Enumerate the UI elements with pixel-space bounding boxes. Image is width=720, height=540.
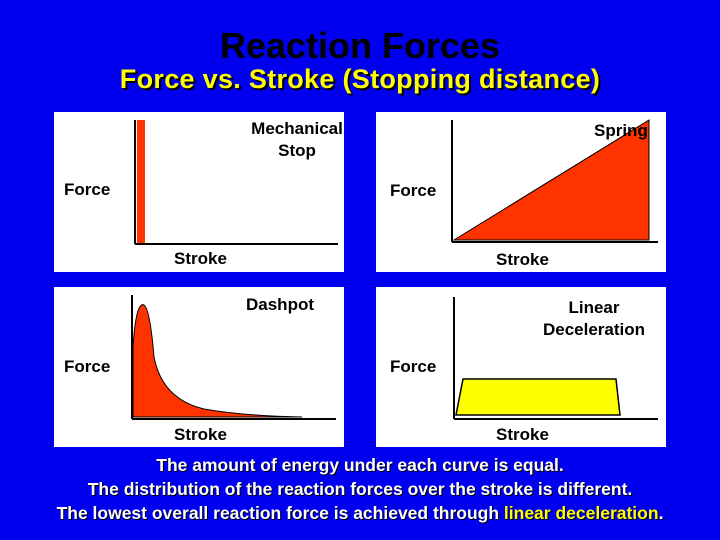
- footer-line-2: The distribution of the reaction forces …: [87, 479, 633, 499]
- footer-line-3-prefix: The lowest overall reaction force is ach…: [56, 503, 504, 523]
- footer-line-3-suffix: .: [658, 503, 664, 523]
- mechanical-stop-plot: [134, 120, 338, 245]
- spring-x-label: Stroke: [496, 250, 549, 269]
- footer-line-3: The lowest overall reaction force is ach…: [0, 502, 720, 524]
- footer-highlight-linear-deceleration: linear deceleration: [503, 503, 659, 523]
- linear-deceleration-title-line-1: Linear: [568, 298, 620, 317]
- mechanical-stop-x-label: Stroke: [174, 249, 227, 268]
- linear-deceleration-plot: [453, 297, 658, 420]
- spring-fill: [452, 119, 650, 241]
- linear-deceleration-x-label: Stroke: [496, 425, 549, 444]
- linear-deceleration-title: Linear Deceleration: [524, 297, 664, 341]
- page-subtitle: Force vs. Stroke (Stopping distance): [119, 64, 601, 94]
- mechanical-stop-y-label: Force: [64, 180, 111, 199]
- mechanical-stop-title-line-2: Stop: [278, 141, 316, 160]
- panel-dashpot: Dashpot Force Stroke: [54, 287, 344, 447]
- mechanical-stop-fill: [137, 120, 145, 244]
- dashpot-y-label: Force: [64, 357, 111, 376]
- panel-mechanical-stop: Mechanical Stop Force Stroke: [54, 112, 344, 272]
- footer-line-1: The amount of energy under each curve is…: [156, 455, 564, 475]
- spring-title: Spring: [594, 121, 648, 140]
- mechanical-stop-title-line-1: Mechanical: [251, 119, 343, 138]
- dashpot-plot: [131, 295, 336, 420]
- spring-plot: [451, 119, 658, 243]
- spring-y-label: Force: [390, 181, 437, 200]
- linear-deceleration-y-label: Force: [390, 357, 437, 376]
- page-title: Reaction Forces: [219, 25, 501, 66]
- dashpot-x-label: Stroke: [174, 425, 227, 444]
- panel-linear-deceleration: Linear Deceleration Force Stroke: [376, 287, 666, 447]
- linear-deceleration-title-line-2: Deceleration: [542, 320, 646, 339]
- dashpot-title: Dashpot: [246, 295, 314, 314]
- linear-deceleration-fill: [455, 378, 621, 416]
- panel-spring: Spring Force Stroke: [376, 112, 666, 272]
- dashpot-fill: [132, 304, 303, 418]
- mechanical-stop-title: Mechanical Stop: [222, 118, 344, 162]
